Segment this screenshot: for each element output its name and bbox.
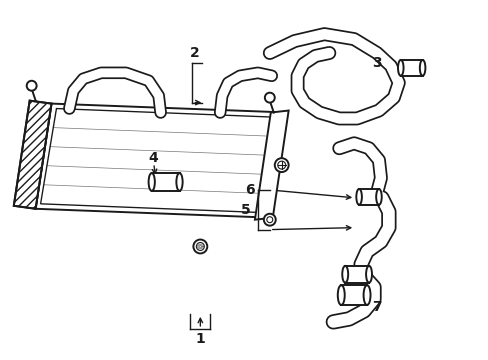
Ellipse shape — [356, 189, 361, 205]
Text: 2: 2 — [189, 46, 199, 60]
Ellipse shape — [337, 285, 344, 305]
Bar — [341, 285, 366, 305]
Polygon shape — [254, 111, 288, 220]
Ellipse shape — [148, 173, 155, 191]
Ellipse shape — [176, 173, 182, 191]
Circle shape — [196, 243, 204, 251]
Circle shape — [264, 93, 274, 103]
Ellipse shape — [419, 60, 425, 76]
Ellipse shape — [375, 189, 381, 205]
Bar — [400, 60, 422, 76]
Ellipse shape — [342, 266, 347, 283]
Circle shape — [264, 214, 275, 226]
Text: 7: 7 — [371, 300, 381, 314]
Bar — [345, 266, 368, 283]
Circle shape — [277, 161, 285, 169]
Text: 6: 6 — [244, 183, 254, 197]
Polygon shape — [36, 104, 287, 218]
Circle shape — [193, 239, 207, 253]
Text: 4: 4 — [148, 151, 158, 165]
Polygon shape — [41, 109, 282, 213]
Ellipse shape — [363, 285, 370, 305]
Polygon shape — [14, 100, 51, 209]
Text: 5: 5 — [241, 203, 250, 217]
Circle shape — [266, 217, 272, 223]
Circle shape — [27, 81, 37, 91]
Ellipse shape — [366, 266, 371, 283]
Circle shape — [274, 158, 288, 172]
Text: 3: 3 — [371, 56, 381, 70]
Bar — [358, 189, 378, 205]
Text: 1: 1 — [195, 332, 205, 346]
Bar — [151, 173, 179, 191]
Ellipse shape — [397, 60, 403, 76]
